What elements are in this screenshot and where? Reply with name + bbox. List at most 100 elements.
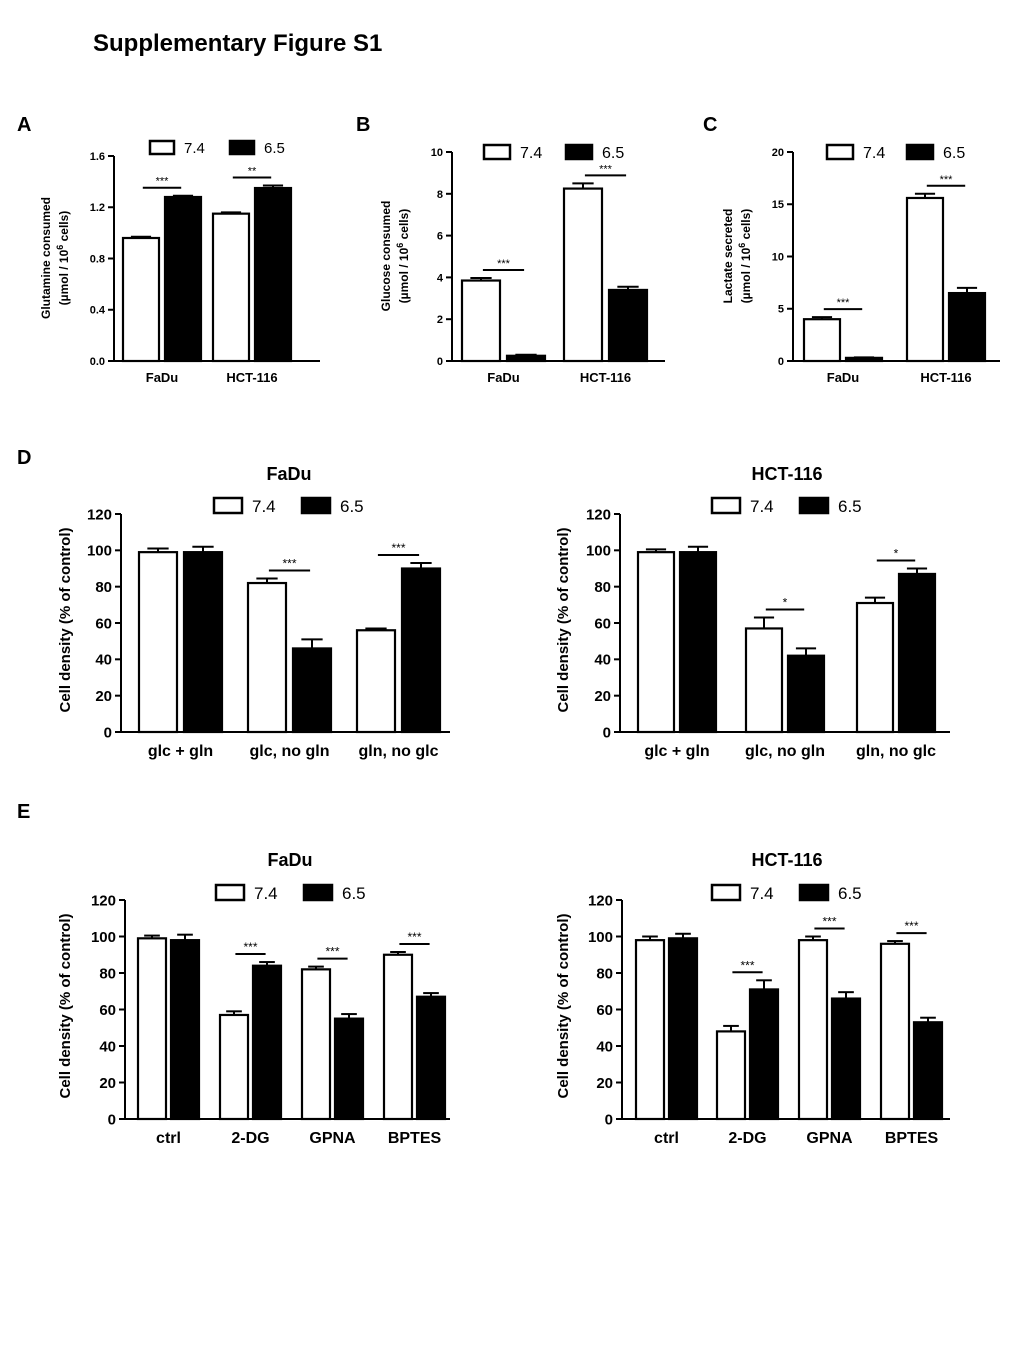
significance-marker: *** <box>497 258 511 270</box>
chart-title: HCT-116 <box>751 850 822 870</box>
bar-white <box>634 939 666 1121</box>
chart-c: 7.4 6.5 0 5 10 15 20 Lactate secreted (µmol / 10… <box>721 143 1000 385</box>
significance-marker: *** <box>391 541 405 555</box>
bar-black <box>169 939 201 1121</box>
y-tick-label: 60 <box>596 1002 613 1019</box>
legend-label-white: 7.4 <box>520 145 542 162</box>
panel-label-a: A <box>17 114 32 136</box>
legend-swatch-black <box>302 883 334 902</box>
y-tick-label: 40 <box>95 652 112 669</box>
y-tick-label: 120 <box>586 506 611 523</box>
y-tick-label: 60 <box>99 1002 116 1019</box>
y-tick-label: 80 <box>99 965 116 982</box>
significance-marker: *** <box>599 163 613 175</box>
y-tick-label: 1.2 <box>90 202 105 214</box>
y-axis-label: Glucose consumed (µmol / 106 cells) <box>379 201 411 312</box>
legend-label-white: 7.4 <box>254 884 278 903</box>
category-label: gln, no glc <box>359 743 439 760</box>
y-tick-label: 120 <box>91 892 116 909</box>
bar-white <box>300 968 332 1121</box>
y-tick-label: 40 <box>594 652 611 669</box>
y-tick-label: 20 <box>772 147 784 159</box>
bar-white <box>246 581 288 734</box>
y-tick-label: 20 <box>95 688 112 705</box>
category-label: ctrl <box>156 1130 181 1147</box>
significance-marker: ** <box>248 165 257 177</box>
chart-e-hct-116: HCT-116 7.4 6.5 0 20 40 60 80 100 120 Cell density… <box>555 850 950 1147</box>
bar-black <box>253 186 293 363</box>
y-tick-label: 120 <box>588 892 613 909</box>
bar-white <box>137 551 179 734</box>
chart-e-fadu: FaDu 7.4 6.5 0 20 40 60 80 100 120 Cell density (%… <box>57 850 450 1147</box>
y-tick-label: 20 <box>596 1075 613 1092</box>
y-tick-label: 100 <box>87 543 112 560</box>
y-axis-label: Cell density (% of control) <box>57 527 74 712</box>
significance-marker: *** <box>904 919 918 933</box>
y-tick-label: 0 <box>108 1111 116 1128</box>
legend-label-white: 7.4 <box>184 140 205 157</box>
bar-white <box>744 627 784 734</box>
bar-white <box>636 551 676 734</box>
legend-label-black: 6.5 <box>264 140 285 157</box>
y-axis-label: Cell density (% of control) <box>57 913 74 1098</box>
y-tick-label: 0 <box>104 724 112 741</box>
category-label: FaDu <box>827 370 860 385</box>
bar-white <box>802 318 842 363</box>
bar-white <box>905 196 945 363</box>
y-axis-label: Cell density (% of control) <box>555 527 572 712</box>
y-tick-label: 15 <box>772 199 784 211</box>
category-label: BPTES <box>388 1130 442 1147</box>
chart-b: 7.4 6.5 0 2 4 6 8 10 Glucose consumed (µmol / 106… <box>379 143 665 385</box>
y-tick-label: 0 <box>437 356 443 368</box>
bar-white <box>797 939 829 1121</box>
category-label: gln, no glc <box>856 743 936 760</box>
y-tick-label: 40 <box>99 1038 116 1055</box>
category-label: glc, no gln <box>745 743 825 760</box>
y-tick-label: 10 <box>431 147 443 159</box>
legend-swatch-black <box>564 143 594 161</box>
y-tick-label: 100 <box>586 543 611 560</box>
significance-marker: * <box>783 596 788 610</box>
bar-white <box>562 187 604 363</box>
category-label: 2-DG <box>231 1130 269 1147</box>
significance-marker: *** <box>156 176 170 188</box>
y-tick-label: 40 <box>596 1038 613 1055</box>
legend-swatch-black <box>905 143 935 161</box>
bar-black <box>912 1021 944 1121</box>
bar-white <box>382 953 414 1121</box>
bar-white <box>218 1013 250 1121</box>
y-tick-label: 100 <box>588 929 613 946</box>
y-tick-label: 5 <box>778 304 784 316</box>
category-label: glc + gln <box>644 743 709 760</box>
y-tick-label: 2 <box>437 314 443 326</box>
legend-swatch-white <box>710 496 742 515</box>
bar-black <box>415 995 447 1121</box>
bar-black <box>844 356 884 363</box>
category-label: HCT-116 <box>580 370 631 385</box>
legend-label-black: 6.5 <box>342 884 366 903</box>
y-tick-label: 0.8 <box>90 253 105 265</box>
y-tick-label: 4 <box>437 272 444 284</box>
page-title: Supplementary Figure S1 <box>93 30 383 57</box>
bar-black <box>400 567 442 734</box>
category-label: 2-DG <box>728 1130 766 1147</box>
legend-label-black: 6.5 <box>838 884 862 903</box>
panel-label-d: D <box>17 447 32 469</box>
chart-d-hct-116: HCT-116 7.4 6.5 0 20 40 60 80 100 120 Cell density… <box>555 464 950 760</box>
significance-marker: *** <box>325 945 339 959</box>
legend-swatch-black <box>228 139 256 156</box>
legend-swatch-black <box>798 883 830 902</box>
significance-marker: *** <box>837 297 851 309</box>
category-label: FaDu <box>146 370 179 385</box>
category-label: FaDu <box>487 370 520 385</box>
legend-swatch-black <box>300 496 332 515</box>
significance-marker: *** <box>243 940 257 954</box>
bar-black <box>897 572 937 734</box>
legend-label-white: 7.4 <box>750 884 774 903</box>
y-tick-label: 6 <box>437 231 443 243</box>
chart-title: FaDu <box>267 464 312 484</box>
legend-label-black: 6.5 <box>602 145 624 162</box>
bar-black <box>748 988 780 1121</box>
y-tick-label: 0.0 <box>90 356 105 368</box>
legend-label-black: 6.5 <box>340 497 364 516</box>
